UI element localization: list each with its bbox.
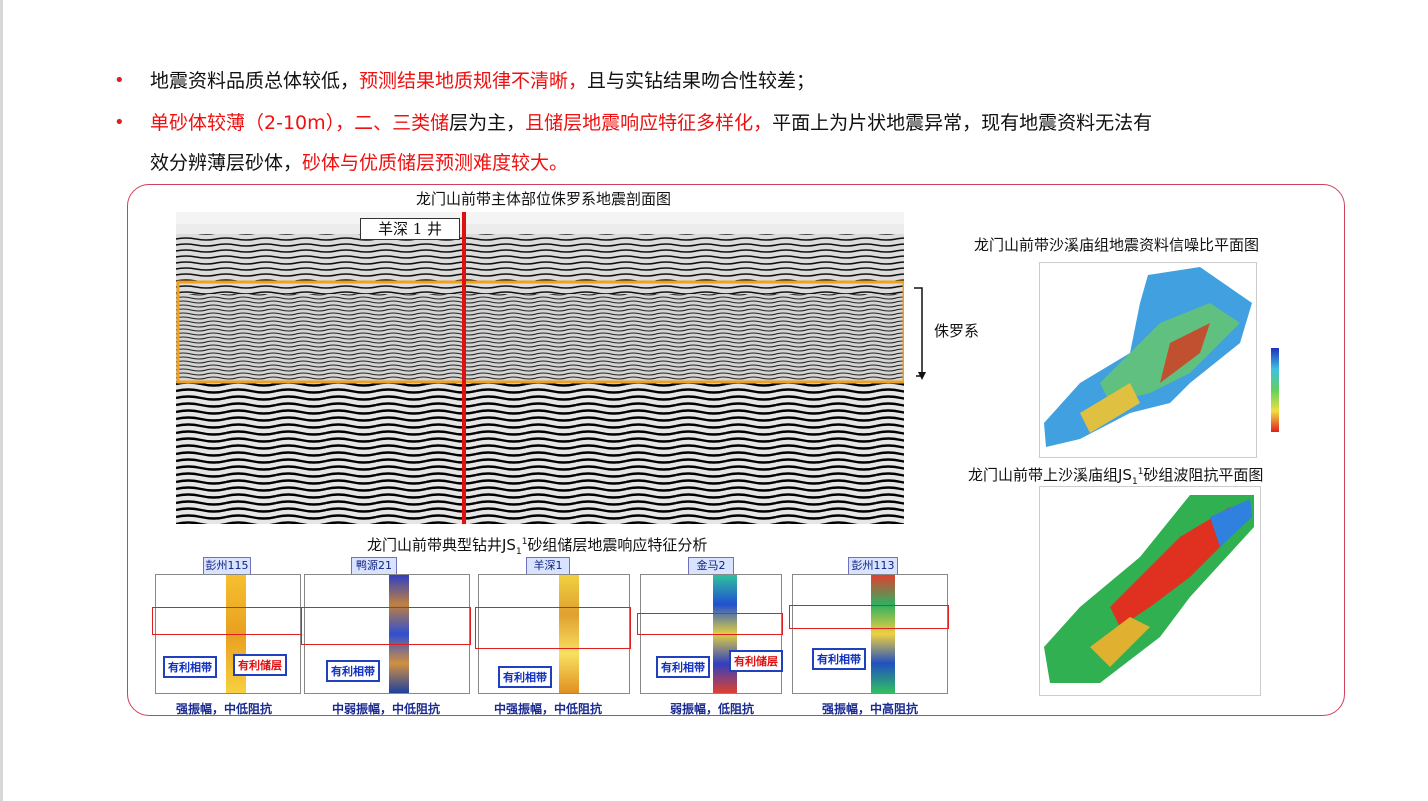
well-title-suffix: 砂组储层地震响应特征分析 [527, 536, 708, 554]
seismic-section-image [176, 212, 904, 524]
bullet-2-seg-1: 单砂体较薄（2-10m），二、三类储 [150, 112, 450, 134]
callout-facies: 有利相带 [498, 666, 552, 688]
well-panel-2 [301, 574, 471, 694]
bullet-2: 单砂体较薄（2-10m），二、三类储层为主，且储层地震响应特征多样化，平面上为片… [150, 110, 1152, 136]
target-box [637, 613, 783, 635]
well-caption-3: 中强振幅，中低阻抗 [494, 702, 603, 716]
well-caption-2: 中弱振幅，中低阻抗 [332, 702, 441, 716]
bullet-2-continuation: 效分辨薄层砂体，砂体与优质储层预测难度较大。 [150, 150, 568, 176]
bullet-1: 地震资料品质总体较低，预测结果地质规律不清晰，且与实钻结果吻合性较差； [150, 68, 815, 94]
target-box [301, 607, 471, 645]
well-caption-1: 强振幅，中低阻抗 [176, 702, 273, 716]
bullet-1-seg-1: 地震资料品质总体较低， [150, 70, 360, 92]
well-panel-5 [789, 574, 949, 694]
well-name-4: 金马2 [688, 557, 734, 575]
bullet-1-seg-2: 预测结果地质规律不清晰， [359, 70, 588, 92]
left-edge-rule [0, 0, 3, 801]
well-name-1: 彭州115 [203, 557, 251, 575]
target-box [475, 607, 631, 649]
well-name-2: 鸭源21 [351, 557, 397, 575]
callout-reservoir: 有利储层 [233, 654, 287, 676]
well-title-prefix: 龙门山前带典型钻井JS [367, 536, 516, 554]
impedance-strip [559, 575, 579, 693]
well-label: 羊深 1 井 [360, 218, 460, 240]
bullet-2-cont-2: 砂体与优质储层预测难度较大。 [302, 152, 569, 174]
target-box [789, 605, 949, 629]
bullet-dot: • [114, 112, 125, 133]
well-caption-4: 弱振幅，低阻抗 [670, 702, 755, 716]
target-box [152, 607, 302, 635]
bullet-1-seg-3: 且与实钻结果吻合性较差； [587, 70, 816, 92]
snr-colorbar [1271, 348, 1279, 432]
impedance-title-sup: 1 [1137, 467, 1144, 477]
seismic-section-title: 龙门山前带主体部位侏罗系地震剖面图 [416, 190, 672, 208]
callout-reservoir: 有利储层 [729, 650, 783, 672]
zone-bracket [914, 287, 926, 380]
bullet-dot: • [114, 70, 125, 91]
figure-frame [127, 184, 1345, 716]
zone-label: 侏罗系 [934, 322, 980, 340]
bullet-2-seg-2: 层为主， [449, 112, 526, 134]
callout-facies: 有利相带 [163, 656, 217, 678]
well-name-5: 彭州113 [848, 557, 898, 575]
impedance-map-image [1039, 486, 1261, 696]
impedance-title-prefix: 龙门山前带上沙溪庙组JS [968, 466, 1132, 484]
bullet-2-seg-3: 且储层地震响应特征多样化， [525, 112, 773, 134]
well-title-sup: 1 [521, 537, 528, 547]
snr-map-title: 龙门山前带沙溪庙组地震资料信噪比平面图 [974, 236, 1260, 254]
snr-map-image [1039, 262, 1257, 458]
well-analysis-title: 龙门山前带典型钻井JS11砂组储层地震响应特征分析 [367, 534, 707, 557]
impedance-strip [389, 575, 409, 693]
bullet-2-seg-4: 平面上为片状地震异常，现有地震资料无法有 [772, 112, 1153, 134]
bullet-2-cont-1: 效分辨薄层砂体， [150, 152, 303, 174]
impedance-title-sub: 1 [1131, 477, 1138, 487]
well-caption-5: 强振幅，中高阻抗 [822, 702, 919, 716]
callout-facies: 有利相带 [656, 656, 710, 678]
well-panel-4 [637, 574, 783, 694]
well-title-sub: 1 [515, 547, 522, 557]
impedance-strip [871, 575, 895, 693]
callout-facies: 有利相带 [326, 660, 380, 682]
well-name-3: 羊深1 [526, 557, 570, 575]
impedance-map-title: 龙门山前带上沙溪庙组JS11砂组波阻抗平面图 [968, 464, 1263, 487]
callout-facies: 有利相带 [812, 648, 866, 670]
impedance-title-suffix: 砂组波阻抗平面图 [1143, 466, 1264, 484]
